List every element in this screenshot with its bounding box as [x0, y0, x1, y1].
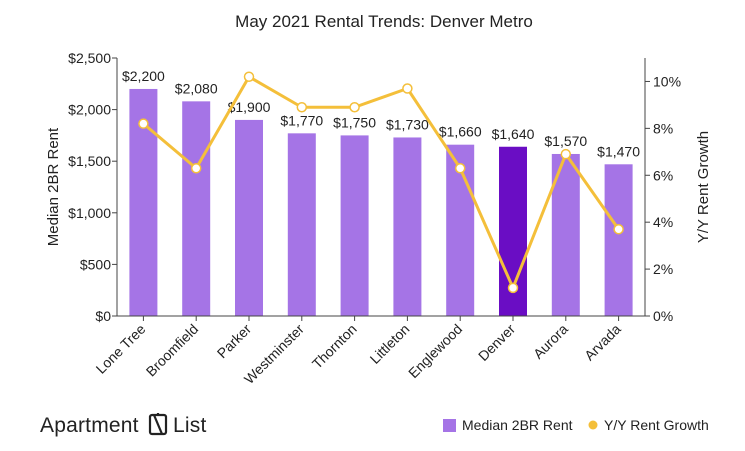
left-tick-label: $1,500 [68, 153, 111, 169]
x-tick-label-denver: Denver [475, 321, 518, 364]
right-tick-label: 0% [653, 308, 673, 324]
growth-line [142, 75, 620, 290]
bar-label-broomfield: $2,080 [175, 80, 218, 96]
right-y-axis: 0% 2% 4% 6% 8% 10% [644, 58, 681, 324]
bar-label-thornton: $1,750 [333, 114, 376, 130]
right-tick-label: 4% [653, 214, 673, 230]
growth-point-littleton [402, 83, 413, 94]
right-axis-title: Y/Y Rent Growth [695, 131, 712, 243]
x-tick-label-broomfield: Broomfield [143, 321, 202, 380]
brand-name-part2: List [173, 414, 206, 437]
left-axis-title: Median 2BR Rent [45, 127, 62, 246]
growth-point-thornton [349, 102, 360, 113]
legend-swatch-growth [588, 420, 598, 430]
growth-point-englewood [454, 162, 466, 174]
bar-arvada [604, 164, 633, 316]
bar-parker [235, 119, 263, 316]
left-tick-label: $0 [95, 308, 111, 324]
growth-line-layer [138, 71, 624, 294]
x-tick-label-arvada: Arvada [581, 321, 624, 364]
growth-point-arvada [613, 223, 624, 235]
bar-label-parker: $1,900 [228, 99, 271, 115]
growth-point-denver [507, 282, 519, 294]
x-tick-label-parker: Parker [214, 321, 255, 362]
right-tick-label: 2% [653, 261, 673, 277]
left-tick-label: $2,500 [68, 50, 111, 66]
bars-layer [129, 88, 633, 317]
bar-thornton [340, 135, 369, 316]
growth-point-parker [243, 71, 255, 83]
x-tick-label-littleton: Littleton [367, 321, 413, 367]
bar-label-aurora: $1,570 [544, 133, 587, 149]
left-tick-label: $500 [80, 256, 111, 272]
bar-broomfield [182, 101, 211, 317]
legend-label-median-rent: Median 2BR Rent [462, 417, 573, 433]
bar-label-denver: $1,640 [492, 126, 535, 142]
right-tick-label: 10% [653, 73, 681, 89]
right-tick-label: 8% [653, 120, 673, 136]
chart-legend: Median 2BR Rent Y/Y Rent Growth [443, 417, 709, 433]
bar-labels-layer: $2,200 $2,080 $1,900 $1,770 $1,750 $1,730 $1,6… [122, 68, 640, 159]
chart-title: May 2021 Rental Trends: Denver Metro [235, 12, 533, 31]
bar-label-englewood: $1,660 [439, 124, 482, 140]
brand-name-part1: Apartment [40, 414, 139, 437]
legend-swatch-median-rent [443, 419, 456, 432]
growth-point-lone-tree [138, 118, 149, 129]
bar-label-lone-tree: $2,200 [122, 68, 165, 84]
legend-label-growth: Y/Y Rent Growth [604, 417, 709, 433]
left-tick-label: $2,000 [68, 102, 111, 118]
growth-point-broomfield [190, 162, 202, 174]
right-tick-label: 6% [653, 167, 673, 183]
x-tick-label-thornton: Thornton [309, 321, 360, 372]
x-tick-label-aurora: Aurora [530, 321, 571, 362]
bar-westminster [287, 133, 316, 316]
logo-mark-icon [148, 413, 168, 436]
bar-label-littleton: $1,730 [386, 116, 429, 132]
x-tick-label-englewood: Englewood [405, 321, 465, 381]
apartment-list-logo: Apartment List [40, 413, 206, 437]
growth-point-aurora [560, 148, 572, 160]
bar-littleton [393, 137, 422, 316]
left-tick-label: $1,000 [68, 205, 111, 221]
bar-label-westminster: $1,770 [280, 112, 323, 128]
x-tick-label-lone-tree: Lone Tree [93, 321, 149, 377]
bar-label-arvada: $1,470 [597, 143, 640, 159]
growth-point-westminster [296, 102, 308, 113]
left-y-axis: $0 $500 $1,000 $1,500 $2,000 $2,500 [68, 50, 118, 324]
